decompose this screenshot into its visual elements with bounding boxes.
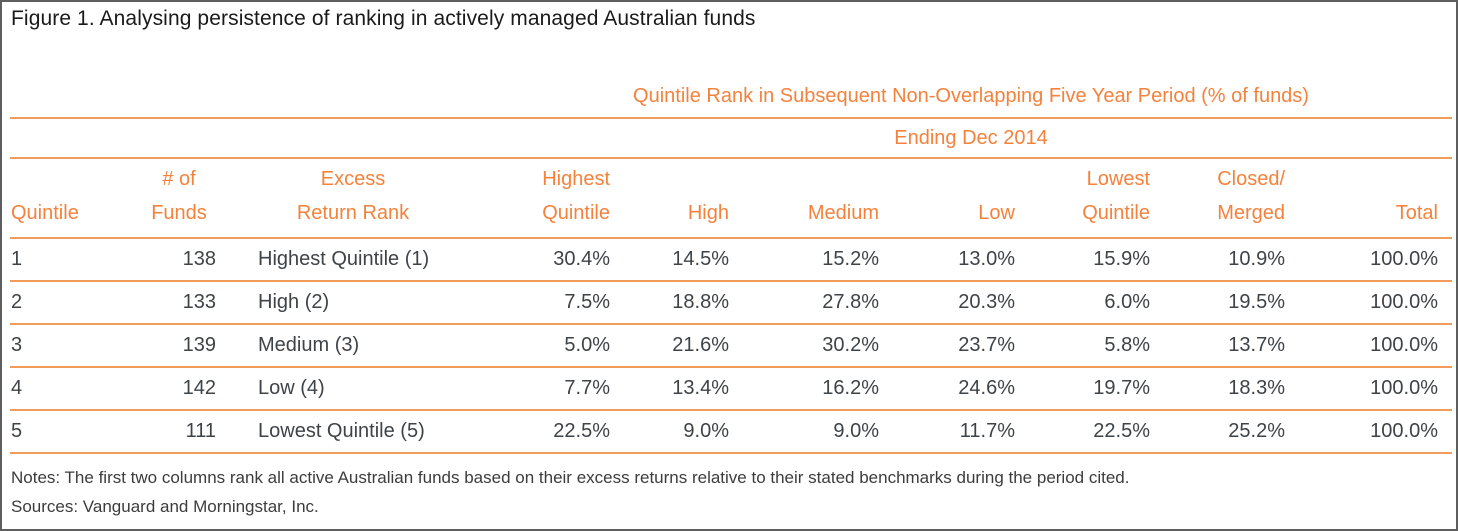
- cell-lowest-quintile: 6.0%: [1015, 281, 1150, 325]
- column-header-line2: Return Rank: [296, 202, 410, 224]
- column-header-line1: Lowest: [1086, 168, 1150, 190]
- figure-footnotes: Notes: The first two columns rank all ac…: [11, 463, 1448, 521]
- cell-num-funds: 142: [142, 367, 216, 411]
- cell-low: 23.7%: [879, 324, 1015, 368]
- cell-low: 24.6%: [879, 367, 1015, 411]
- cell-quintile: 3: [10, 324, 142, 368]
- table-header: Quintile Rank in Subsequent Non-Overlapp…: [10, 48, 1452, 239]
- table-body: 1 138 Highest Quintile (1) 30.4% 14.5% 15.2% 1…: [10, 238, 1452, 454]
- cell-medium: 16.2%: [729, 367, 879, 411]
- column-header-excess-return-rank: Excess Return Rank: [216, 158, 490, 239]
- cell-highest-quintile: 5.0%: [490, 324, 610, 368]
- column-header-line2: High: [687, 202, 729, 224]
- column-header-closed-merged: Closed/ Merged: [1150, 158, 1285, 239]
- column-header-line2: Funds: [151, 202, 207, 224]
- cell-total: 100.0%: [1285, 238, 1452, 282]
- table-row: 2 133 High (2) 7.5% 18.8% 27.8% 20.3% 6.0% 19.5%…: [10, 281, 1452, 325]
- column-header-line2: Merged: [1217, 202, 1285, 224]
- figure-notes: Notes: The first two columns rank all ac…: [11, 468, 1130, 487]
- cell-highest-quintile: 7.5%: [490, 281, 610, 325]
- cell-closed-merged: 10.9%: [1150, 238, 1285, 282]
- cell-lowest-quintile: 5.8%: [1015, 324, 1150, 368]
- column-header-line2: Medium: [807, 202, 879, 224]
- figure-title: Figure 1. Analysing persistence of ranki…: [11, 7, 756, 30]
- column-header-line1: Highest: [542, 168, 610, 190]
- cell-closed-merged: 25.2%: [1150, 410, 1285, 454]
- cell-highest-quintile: 30.4%: [490, 238, 610, 282]
- column-header-line1: Excess: [320, 168, 386, 190]
- table-row: 4 142 Low (4) 7.7% 13.4% 16.2% 24.6% 19.7% 18.3%…: [10, 367, 1452, 411]
- table-row: 5 111 Lowest Quintile (5) 22.5% 9.0% 9.0% 11.7…: [10, 410, 1452, 454]
- cell-total: 100.0%: [1285, 410, 1452, 454]
- span-header-spacer: [10, 48, 490, 119]
- cell-medium: 15.2%: [729, 238, 879, 282]
- cell-high: 18.8%: [610, 281, 729, 325]
- cell-excess-return-rank: Low (4): [216, 367, 490, 411]
- column-header-medium: Medium: [729, 158, 879, 239]
- cell-high: 21.6%: [610, 324, 729, 368]
- cell-num-funds: 111: [142, 410, 216, 454]
- cell-num-funds: 138: [142, 238, 216, 282]
- cell-lowest-quintile: 15.9%: [1015, 238, 1150, 282]
- cell-total: 100.0%: [1285, 324, 1452, 368]
- cell-excess-return-rank: Highest Quintile (1): [216, 238, 490, 282]
- cell-closed-merged: 18.3%: [1150, 367, 1285, 411]
- cell-quintile: 2: [10, 281, 142, 325]
- cell-quintile: 5: [10, 410, 142, 454]
- column-header-line2: Quintile: [11, 202, 79, 224]
- persistence-table: Quintile Rank in Subsequent Non-Overlapp…: [10, 48, 1452, 454]
- figure-sources: Sources: Vanguard and Morningstar, Inc.: [11, 497, 319, 516]
- cell-medium: 9.0%: [729, 410, 879, 454]
- cell-high: 13.4%: [610, 367, 729, 411]
- cell-excess-return-rank: Lowest Quintile (5): [216, 410, 490, 454]
- column-header-line2: Total: [1395, 202, 1438, 224]
- period-header-spacer: [10, 118, 490, 159]
- column-header-lowest-quintile: Lowest Quintile: [1015, 158, 1150, 239]
- cell-low: 11.7%: [879, 410, 1015, 454]
- cell-num-funds: 133: [142, 281, 216, 325]
- cell-highest-quintile: 22.5%: [490, 410, 610, 454]
- column-header-highest-quintile: Highest Quintile: [490, 158, 610, 239]
- span-header-ending-period: Ending Dec 2014: [490, 118, 1452, 159]
- cell-highest-quintile: 7.7%: [490, 367, 610, 411]
- table-row: 3 139 Medium (3) 5.0% 21.6% 30.2% 23.7% 5.8% 13.…: [10, 324, 1452, 368]
- column-header-low: Low: [879, 158, 1015, 239]
- cell-quintile: 1: [10, 238, 142, 282]
- cell-quintile: 4: [10, 367, 142, 411]
- span-header-row: Quintile Rank in Subsequent Non-Overlapp…: [10, 48, 1452, 119]
- cell-excess-return-rank: High (2): [216, 281, 490, 325]
- column-header-line2: Quintile: [542, 202, 610, 224]
- column-header-total: Total: [1285, 158, 1452, 239]
- cell-closed-merged: 13.7%: [1150, 324, 1285, 368]
- span-header-quintile-rank: Quintile Rank in Subsequent Non-Overlapp…: [490, 48, 1452, 119]
- cell-total: 100.0%: [1285, 281, 1452, 325]
- cell-total: 100.0%: [1285, 367, 1452, 411]
- column-header-num-funds: # of Funds: [142, 158, 216, 239]
- cell-lowest-quintile: 19.7%: [1015, 367, 1150, 411]
- period-header-row: Ending Dec 2014: [10, 118, 1452, 159]
- column-header-line2: Low: [978, 202, 1015, 224]
- cell-medium: 30.2%: [729, 324, 879, 368]
- cell-closed-merged: 19.5%: [1150, 281, 1285, 325]
- cell-high: 9.0%: [610, 410, 729, 454]
- column-header-line1: Closed/: [1217, 168, 1285, 190]
- column-header-high: High: [610, 158, 729, 239]
- cell-low: 20.3%: [879, 281, 1015, 325]
- column-header-line1: # of: [162, 168, 196, 190]
- cell-num-funds: 139: [142, 324, 216, 368]
- column-header-row: Quintile # of Funds Excess Return Rank H…: [10, 158, 1452, 239]
- cell-excess-return-rank: Medium (3): [216, 324, 490, 368]
- cell-medium: 27.8%: [729, 281, 879, 325]
- column-header-line2: Quintile: [1082, 202, 1150, 224]
- column-header-quintile: Quintile: [10, 158, 142, 239]
- cell-lowest-quintile: 22.5%: [1015, 410, 1150, 454]
- table-row: 1 138 Highest Quintile (1) 30.4% 14.5% 15.2% 1…: [10, 238, 1452, 282]
- cell-high: 14.5%: [610, 238, 729, 282]
- cell-low: 13.0%: [879, 238, 1015, 282]
